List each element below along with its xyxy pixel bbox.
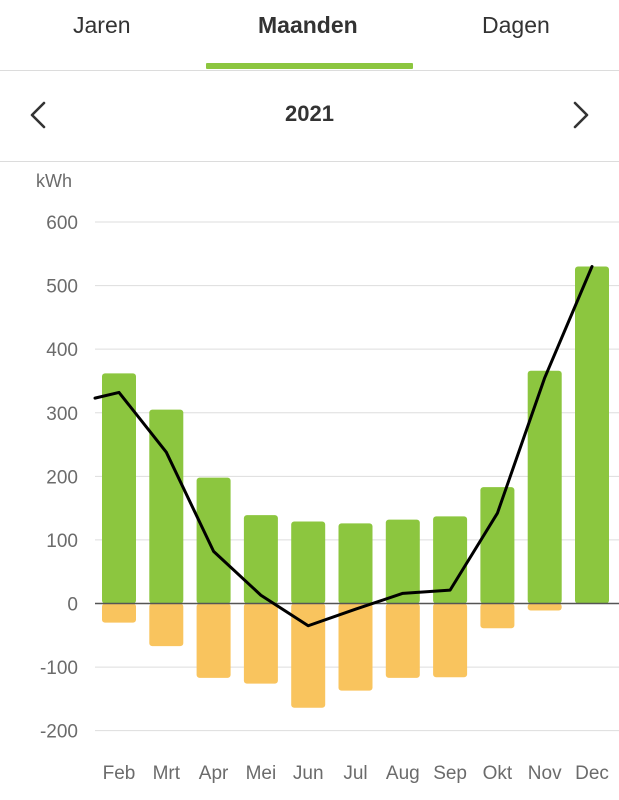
bar-positive-jun bbox=[291, 521, 326, 604]
bar-negative-nov bbox=[527, 603, 562, 611]
bar-positive-jul bbox=[338, 523, 373, 604]
series-line bbox=[93, 265, 594, 628]
period-label: 2021 bbox=[285, 101, 334, 126]
period-tabs: Jaren Maanden Dagen bbox=[0, 0, 619, 71]
y-tick-label: 500 bbox=[46, 277, 78, 298]
y-tick-label: 200 bbox=[46, 467, 78, 488]
bar-positive-feb bbox=[102, 373, 136, 604]
x-tick-label: Mrt bbox=[153, 763, 181, 784]
y-axis-unit-label: kWh bbox=[36, 171, 72, 191]
bar-negative-mrt bbox=[149, 603, 184, 647]
bar-positive-aug bbox=[385, 519, 420, 604]
x-tick-label: Sep bbox=[433, 763, 467, 784]
bar-negative-jul bbox=[338, 603, 373, 691]
y-tick-label: -100 bbox=[40, 658, 78, 679]
x-axis-labels: Feb Mrt Apr Mei Jun Jul Aug Sep Okt Nov Dec bbox=[103, 763, 609, 784]
bar-negative-sep bbox=[433, 603, 468, 678]
bar-positive-okt bbox=[480, 487, 515, 604]
y-tick-label: 300 bbox=[46, 404, 78, 425]
bar-negative-feb bbox=[102, 603, 136, 623]
bar-negative-jun bbox=[291, 603, 326, 708]
bar-negative-aug bbox=[385, 603, 420, 678]
x-tick-label: Mei bbox=[246, 763, 277, 784]
x-tick-label: Apr bbox=[199, 763, 229, 784]
bar-positive-mei bbox=[243, 515, 278, 604]
bar-positive-apr bbox=[196, 477, 231, 604]
x-tick-label: Feb bbox=[103, 763, 136, 784]
y-axis-ticks: 600 500 400 300 200 100 0 -100 -200 bbox=[40, 213, 78, 743]
x-tick-label: Dec bbox=[575, 763, 609, 784]
period-navigation: 2021 bbox=[0, 71, 619, 162]
y-tick-label: 0 bbox=[67, 595, 78, 616]
chart-line bbox=[93, 265, 594, 628]
bar-positive-sep bbox=[433, 516, 468, 604]
y-tick-label: -200 bbox=[40, 722, 78, 743]
y-tick-label: 400 bbox=[46, 340, 78, 361]
y-tick-label: 100 bbox=[46, 531, 78, 552]
x-tick-label: Aug bbox=[386, 763, 420, 784]
y-tick-label: 600 bbox=[46, 213, 78, 234]
bar-negative-mei bbox=[243, 603, 278, 684]
bar-positive-dec bbox=[575, 266, 609, 604]
tab-jaren[interactable]: Jaren bbox=[73, 12, 131, 38]
chart-bars bbox=[102, 266, 609, 708]
bar-positive-nov bbox=[527, 370, 562, 604]
bar-positive-mrt bbox=[149, 409, 184, 604]
previous-period-button[interactable] bbox=[20, 97, 56, 133]
bar-negative-apr bbox=[196, 603, 231, 678]
energy-chart: kWh 600 500 400 300 200 100 0 -100 -200 Feb Mrt Ap… bbox=[36, 171, 619, 784]
x-tick-label: Okt bbox=[483, 763, 513, 784]
bar-negative-okt bbox=[480, 603, 515, 629]
chevron-left-icon bbox=[30, 101, 46, 129]
next-period-button[interactable] bbox=[563, 97, 599, 133]
x-tick-label: Jun bbox=[293, 763, 324, 784]
x-tick-label: Nov bbox=[528, 763, 562, 784]
x-tick-label: Jul bbox=[343, 763, 367, 784]
chevron-right-icon bbox=[573, 101, 589, 129]
active-tab-indicator bbox=[206, 63, 413, 69]
tab-maanden[interactable]: Maanden bbox=[258, 12, 358, 38]
tab-dagen[interactable]: Dagen bbox=[482, 12, 550, 38]
